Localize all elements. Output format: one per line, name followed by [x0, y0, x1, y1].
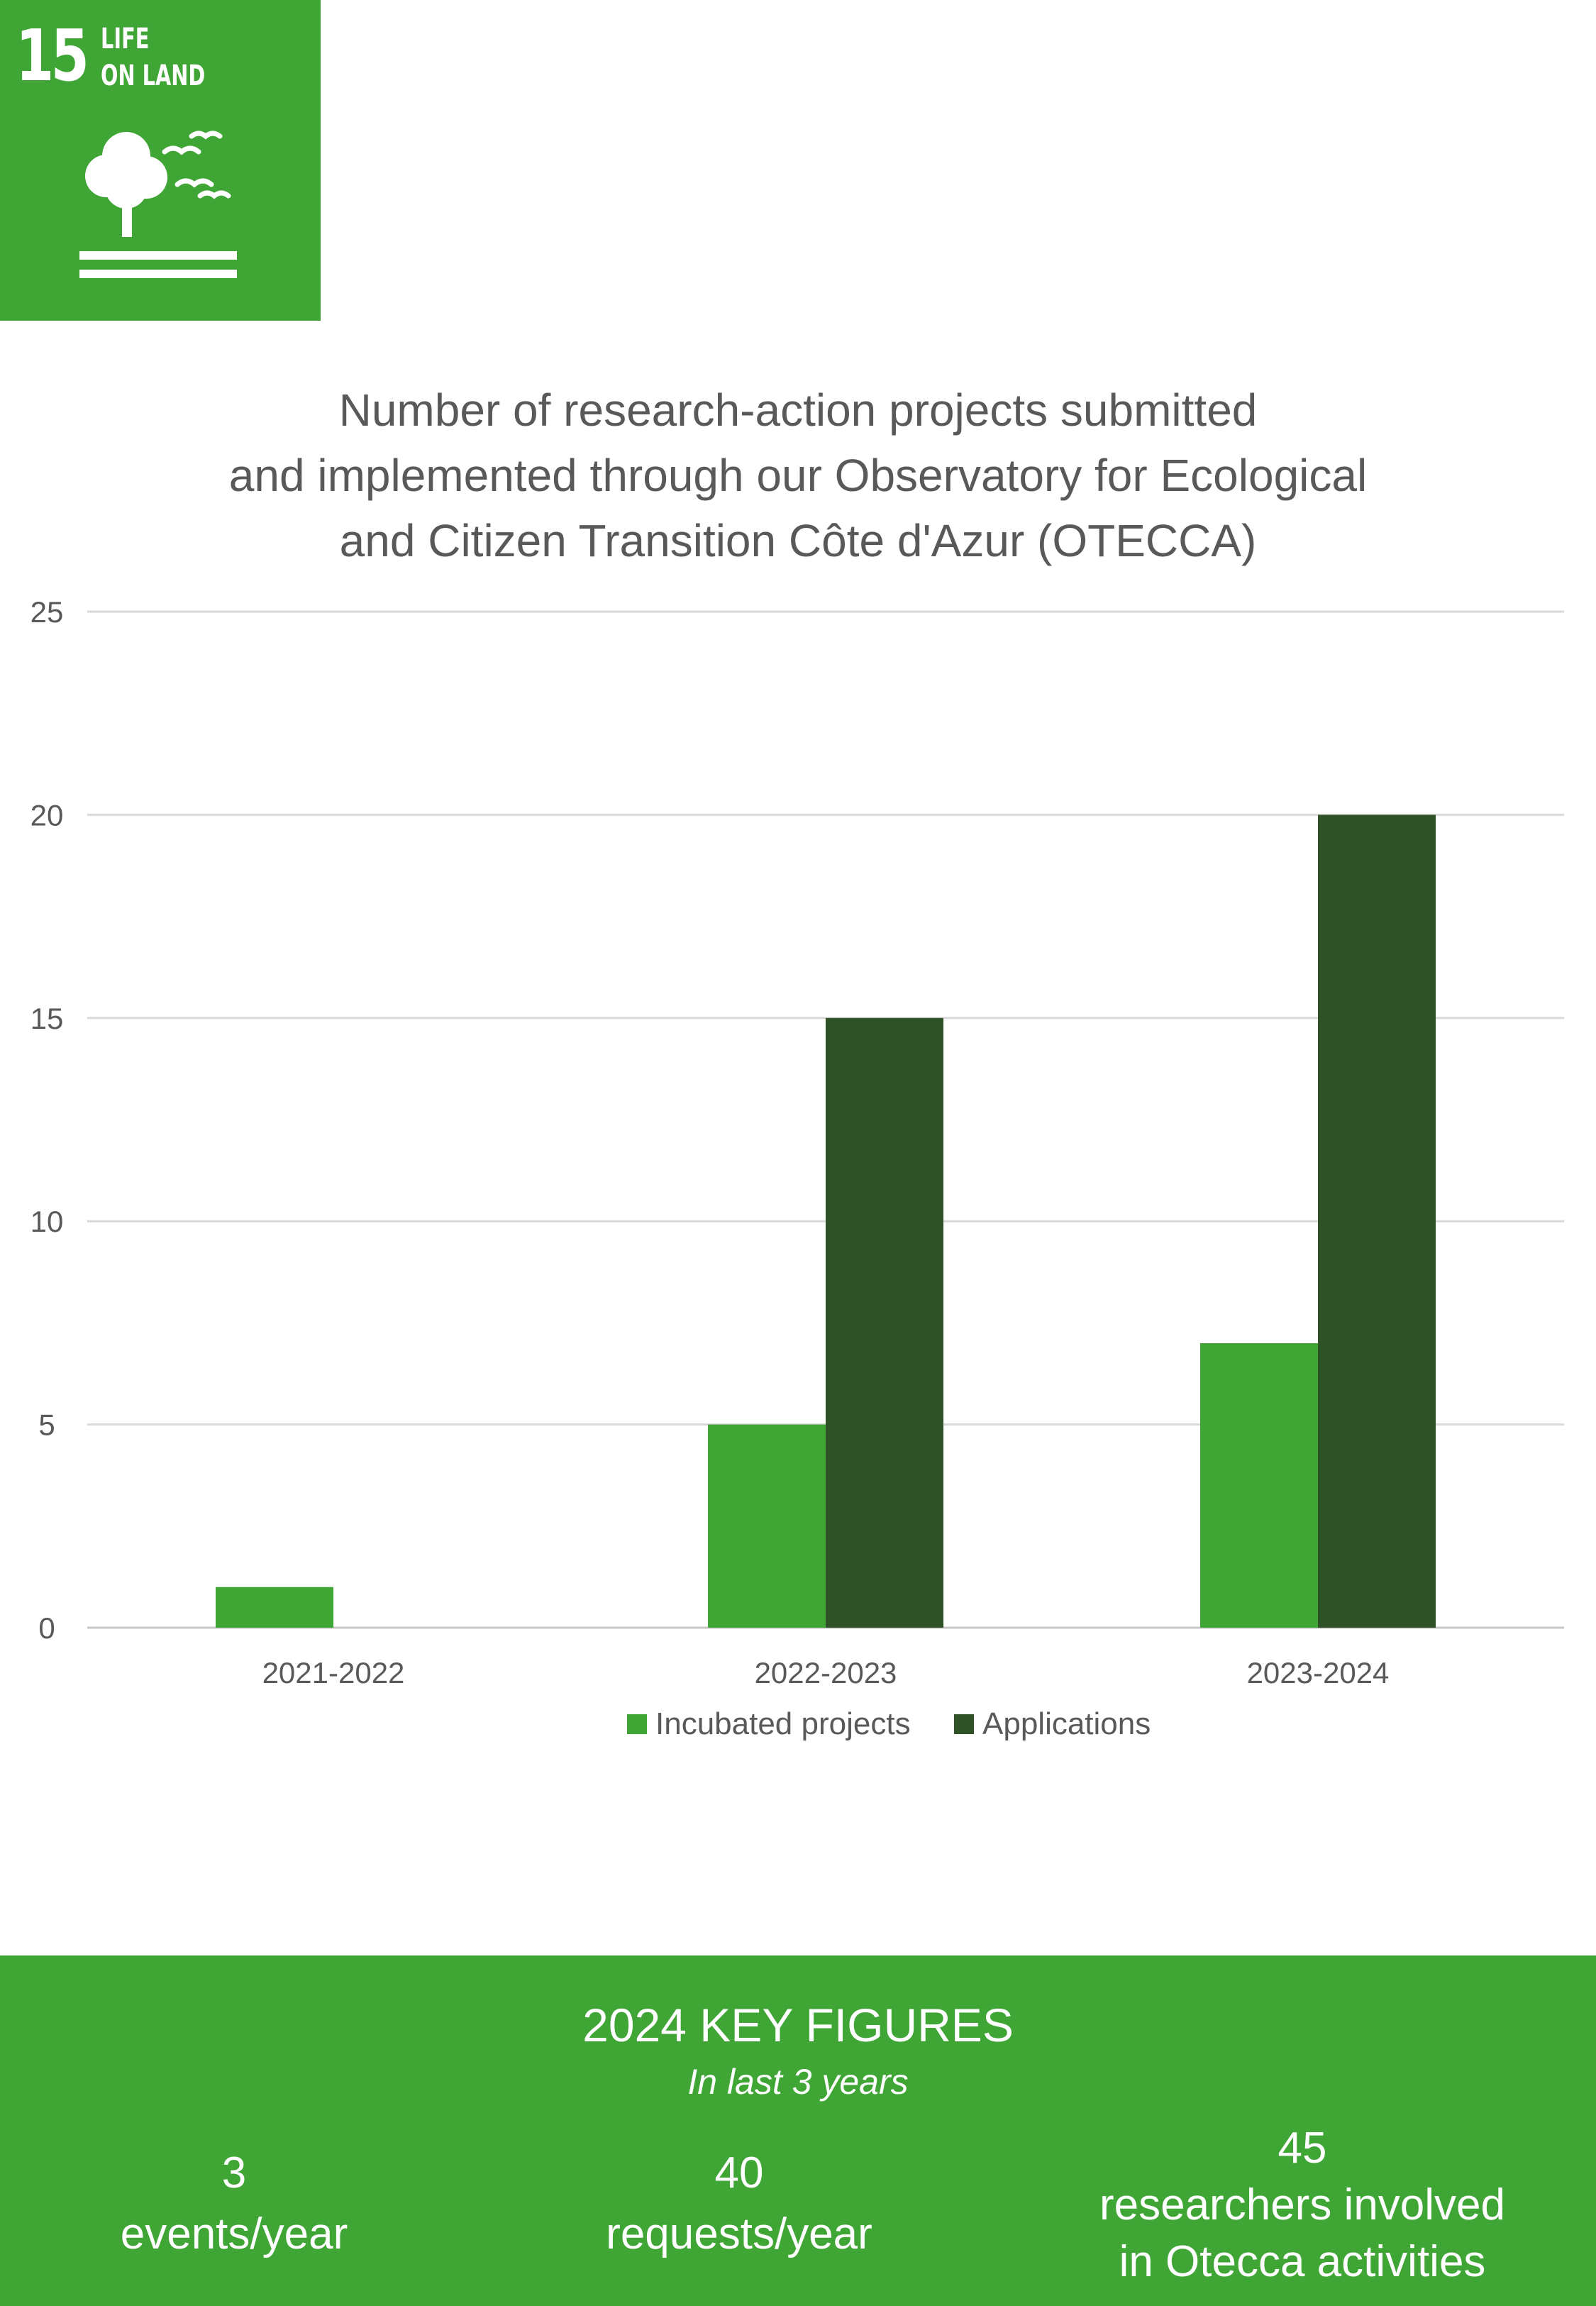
chart-title-line-2: and implemented through our Observatory … — [228, 450, 1368, 501]
y-tick-label: 25 — [31, 595, 64, 629]
key-figure-value: 45 — [1278, 2124, 1327, 2173]
chart-title: Number of research-action projects submi… — [0, 377, 1596, 573]
y-tick-label: 15 — [31, 1002, 64, 1035]
x-tick-label: 2022-2023 — [755, 1656, 897, 1689]
bar-chart: 0 5 10 15 20 25 2021-2022 2022-2023 2023-2024 Inc… — [31, 595, 1564, 1741]
y-tick-label: 10 — [31, 1205, 64, 1238]
key-figure-value: 3 — [221, 2148, 247, 2197]
key-figures-subtitle: In last 3 years — [687, 2062, 909, 2102]
key-figure-value: 40 — [714, 2148, 764, 2197]
key-figures-panel: 2024 KEY FIGURES In last 3 years 3 event… — [0, 1955, 1596, 2306]
legend-applications-label: Applications — [982, 1706, 1151, 1741]
sdg-15-badge: 15 LIFE ON LAND — [0, 0, 321, 321]
bar-incubated — [1200, 1343, 1318, 1628]
legend-incubated-swatch — [627, 1714, 647, 1734]
x-tick-label: 2023-2024 — [1247, 1656, 1390, 1689]
key-figure-events: 3 events/year — [21, 2143, 447, 2265]
bar-incubated — [216, 1587, 333, 1628]
key-figures-title: 2024 KEY FIGURES — [582, 1999, 1014, 2051]
sdg-number: 15 — [16, 14, 89, 97]
tree-and-birds-icon — [79, 131, 237, 278]
y-tick-label: 0 — [38, 1611, 55, 1645]
y-tick-label: 5 — [38, 1408, 55, 1442]
bar-applications — [826, 1017, 943, 1628]
sdg-title-line-1: LIFE — [101, 23, 150, 55]
key-figure-requests: 40 requests/year — [526, 2143, 952, 2265]
legend-incubated-label: Incubated projects — [655, 1706, 911, 1741]
y-tick-label: 20 — [31, 798, 64, 832]
key-figure-label: events/year — [120, 2210, 348, 2258]
sdg-title-line-2: ON LAND — [101, 60, 206, 92]
chart-title-line-1: Number of research-action projects submi… — [338, 385, 1258, 436]
key-figure-researchers: 45 researchers involved in Otecca activi… — [1019, 2120, 1586, 2290]
legend-applications-swatch — [954, 1714, 974, 1734]
x-tick-label: 2021-2022 — [262, 1656, 405, 1689]
bar-incubated — [708, 1424, 826, 1628]
bar-applications — [1318, 815, 1436, 1628]
key-figure-label-line-2: in Otecca activities — [1119, 2237, 1486, 2286]
key-figure-label-line-1: researchers involved — [1099, 2180, 1506, 2229]
key-figure-label: requests/year — [606, 2210, 872, 2258]
chart-title-line-3: and Citizen Transition Côte d'Azur (OTEC… — [339, 515, 1257, 566]
